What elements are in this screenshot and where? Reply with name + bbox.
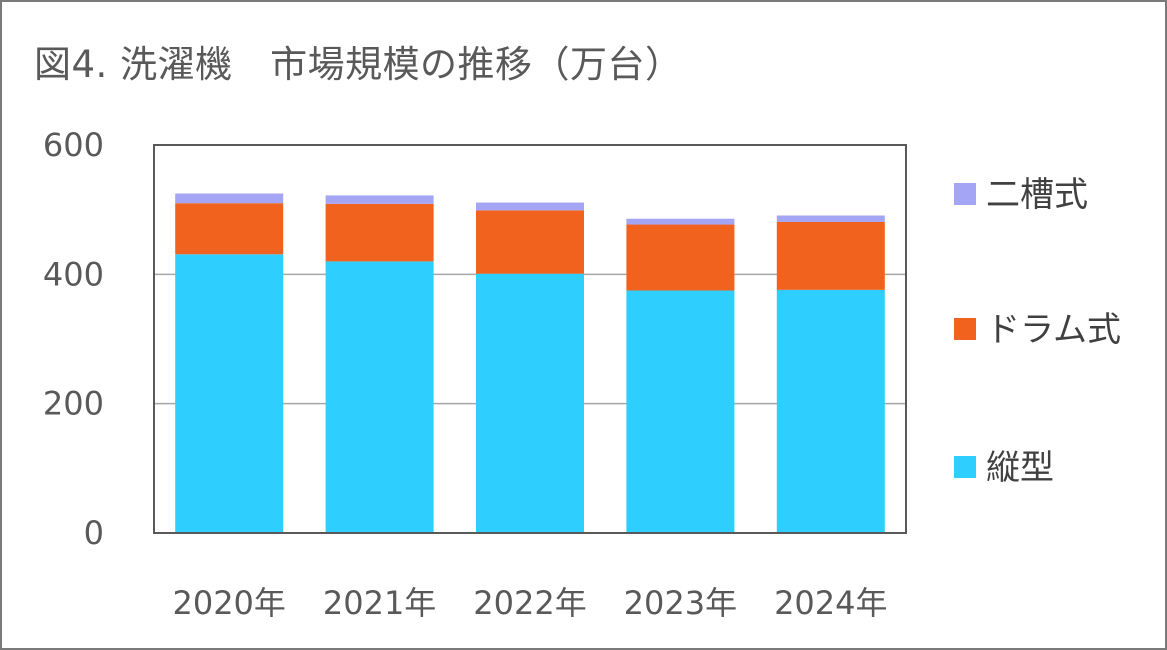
legend-label: 縦型	[986, 448, 1054, 488]
bar-segment	[325, 195, 434, 204]
y-tick-label: 200	[43, 385, 104, 423]
legend-label: ドラム式	[986, 310, 1121, 350]
bar-segment	[175, 203, 284, 255]
plot-area-border	[153, 144, 907, 534]
x-tick-label: 2023年	[624, 584, 737, 622]
x-tick-label: 2022年	[473, 584, 586, 622]
y-tick-label: 600	[43, 126, 104, 164]
bar-segment	[175, 193, 284, 204]
bar-segment	[325, 203, 434, 262]
bar-segment	[325, 261, 434, 533]
bar-segment	[776, 215, 885, 222]
bar-segment	[626, 290, 735, 533]
bar-segment	[626, 218, 735, 225]
bar-segment	[175, 254, 284, 533]
bar-segment	[476, 210, 584, 274]
legend-label: 二槽式	[986, 175, 1088, 215]
x-tick-label: 2020年	[172, 584, 285, 622]
x-tick-label: 2021年	[323, 584, 436, 622]
y-tick-label: 0	[84, 514, 104, 552]
y-tick-label: 400	[43, 255, 104, 293]
bar-segment	[626, 224, 735, 291]
y-axis-ticks: 0 200 400 600	[43, 126, 104, 552]
bar-segment	[776, 221, 885, 290]
bar-segment	[476, 273, 584, 533]
legend-swatch	[954, 183, 976, 205]
bars	[175, 193, 885, 533]
x-axis-ticks: 2020年 2021年 2022年 2023年 2024年	[172, 584, 887, 622]
legend-swatch	[954, 456, 976, 478]
legend-swatch	[954, 318, 976, 340]
x-tick-label: 2024年	[774, 584, 887, 622]
bar-segment	[476, 202, 584, 211]
bar-segment	[776, 289, 885, 533]
chart-title: 図4. 洗濯機 市場規模の推移（万台）	[34, 43, 683, 86]
